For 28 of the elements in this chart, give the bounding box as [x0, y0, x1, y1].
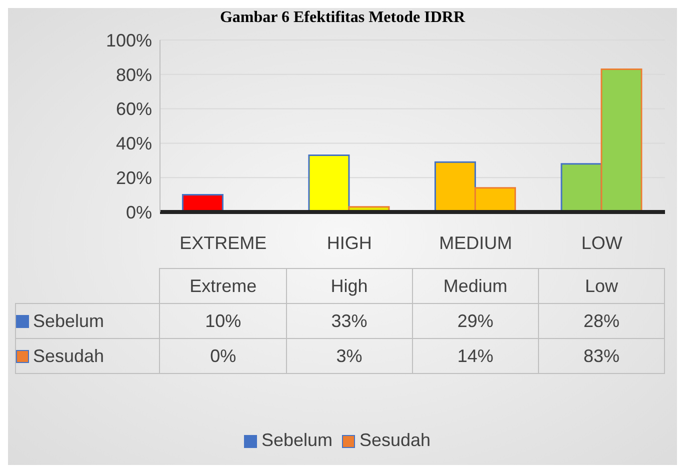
text: Medium — [443, 276, 508, 296]
data-label: 10% — [160, 304, 286, 338]
text: High — [330, 276, 368, 296]
data-label: 83% — [538, 338, 664, 374]
chart-title: Gambar 6 Efektifitas Metode IDRR — [218, 8, 466, 28]
data-label: 33% — [286, 304, 412, 338]
text: Sebelum — [261, 430, 332, 450]
x-tick-label: HIGH — [326, 232, 372, 253]
data-label: 28% — [538, 304, 664, 338]
data-label: 14% — [412, 338, 539, 374]
y-tick-label: 40% — [116, 134, 152, 154]
data-label: 29% — [412, 304, 539, 338]
text: Extreme — [190, 276, 257, 296]
data-label: 0% — [160, 338, 286, 374]
legend-label: Sesudah — [358, 430, 431, 450]
x-tick-label: EXTREME — [180, 232, 267, 253]
y-tick-label: 60% — [116, 99, 152, 120]
x-tick-label: MEDIUM — [439, 232, 512, 253]
y-tick-label: 20% — [116, 168, 152, 188]
y-tick-label: 0% — [126, 202, 152, 222]
text: Low — [585, 276, 618, 296]
y-tick-label: 100% — [106, 30, 152, 50]
legend-label: Sebelum — [16, 304, 160, 338]
data-label: 3% — [286, 338, 412, 374]
bar — [308, 154, 350, 212]
y-tick-label: 80% — [116, 64, 152, 85]
x-tick-label: LOW — [581, 232, 622, 253]
text: Sesudah — [33, 346, 104, 366]
